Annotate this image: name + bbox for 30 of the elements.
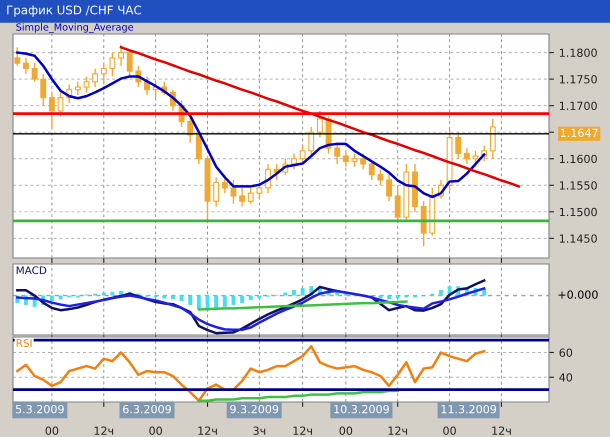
ref-line-label: 1.1647	[560, 128, 598, 138]
y-tick-label: 1.1700	[560, 102, 597, 110]
text: 10.3.2009	[334, 404, 389, 414]
x-tick-label: 12ч	[388, 426, 408, 435]
y-tick-label: 1.1450	[560, 234, 597, 243]
y-tick-label: 40	[559, 373, 572, 382]
y-tick-label: 60	[560, 348, 572, 357]
y-tick-label: 1.1600	[560, 154, 597, 164]
x-tick-label: 00	[443, 426, 456, 435]
ref-line-label: +0.000	[558, 290, 598, 299]
chart-title: График USD /CHF ЧАС	[7, 5, 142, 17]
y-tick-label: 1.1550	[560, 181, 597, 190]
x-tick-label: 12ч	[293, 426, 312, 435]
x-tick-label: 3ч	[253, 426, 266, 435]
x-tick-label: 12ч	[94, 426, 114, 435]
text: 5.3.2009	[16, 404, 64, 414]
x-tick-label: 12ч	[198, 426, 217, 435]
y-tick-label: 1.1800	[560, 48, 597, 57]
x-tick-label: 00	[149, 426, 162, 435]
text: Simple_Moving_Average	[16, 23, 134, 33]
y-tick-label: 1.1500	[560, 208, 597, 216]
text: 6.3.2009	[123, 404, 171, 414]
x-tick-label: 00	[340, 426, 352, 435]
x-tick-label: 12ч	[492, 426, 511, 435]
y-tick-label: 1.1750	[560, 75, 597, 84]
text: 11.3.2009	[442, 404, 496, 414]
series-label: RSI	[16, 339, 32, 348]
text: 9.3.2009	[230, 404, 278, 414]
x-tick-label: 00	[46, 426, 58, 435]
series-label: MACD	[16, 266, 46, 274]
